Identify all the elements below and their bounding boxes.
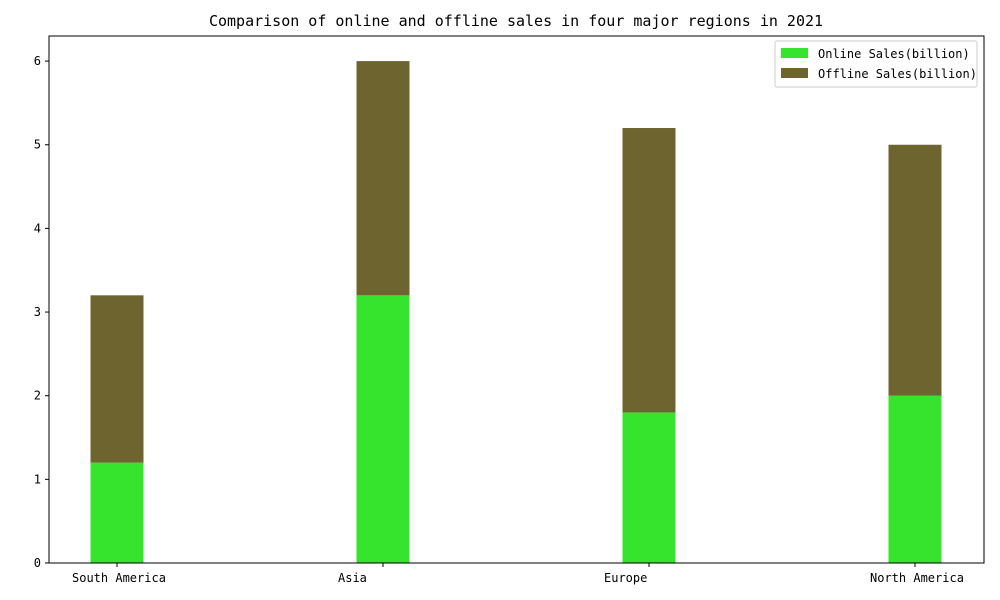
legend-swatch-1 <box>781 68 808 78</box>
y-tick-label-2: 2 <box>34 389 41 403</box>
bar-online-0 <box>90 462 144 563</box>
bar-offline-0 <box>90 295 144 463</box>
y-tick-label-4: 4 <box>34 221 41 235</box>
legend-swatch-0 <box>781 48 808 58</box>
x-tick-label-3: North America <box>870 571 964 585</box>
chart-title: Comparison of online and offline sales i… <box>209 12 823 30</box>
y-tick-label-1: 1 <box>34 472 41 486</box>
axes-group: 0 1 2 3 4 5 6 South America Asia Europe North Amer… <box>34 35 985 585</box>
bar-offline-3 <box>888 144 942 396</box>
y-tick-label-0: 0 <box>34 556 41 570</box>
bar-offline-2 <box>622 128 676 413</box>
legend: Online Sales(billion) Offline Sales(billi… <box>774 40 978 88</box>
y-tick-label-5: 5 <box>34 138 41 152</box>
bar-offline-1 <box>356 61 410 296</box>
legend-label-1: Offline Sales(billion) <box>818 67 977 81</box>
x-tick-label-2: Europe <box>604 571 647 585</box>
bars-group <box>90 61 942 563</box>
x-tick-label-0: South America <box>72 571 166 585</box>
legend-box <box>774 40 978 88</box>
bar-online-3 <box>888 395 942 563</box>
y-tick-label-3: 3 <box>34 305 41 319</box>
legend-label-0: Online Sales(billion) <box>818 47 970 61</box>
x-tick-label-1: Asia <box>338 571 367 585</box>
y-tick-label-6: 6 <box>34 54 41 68</box>
bar-online-2 <box>622 412 676 563</box>
plot-frame <box>48 35 985 564</box>
bar-online-1 <box>356 295 410 563</box>
